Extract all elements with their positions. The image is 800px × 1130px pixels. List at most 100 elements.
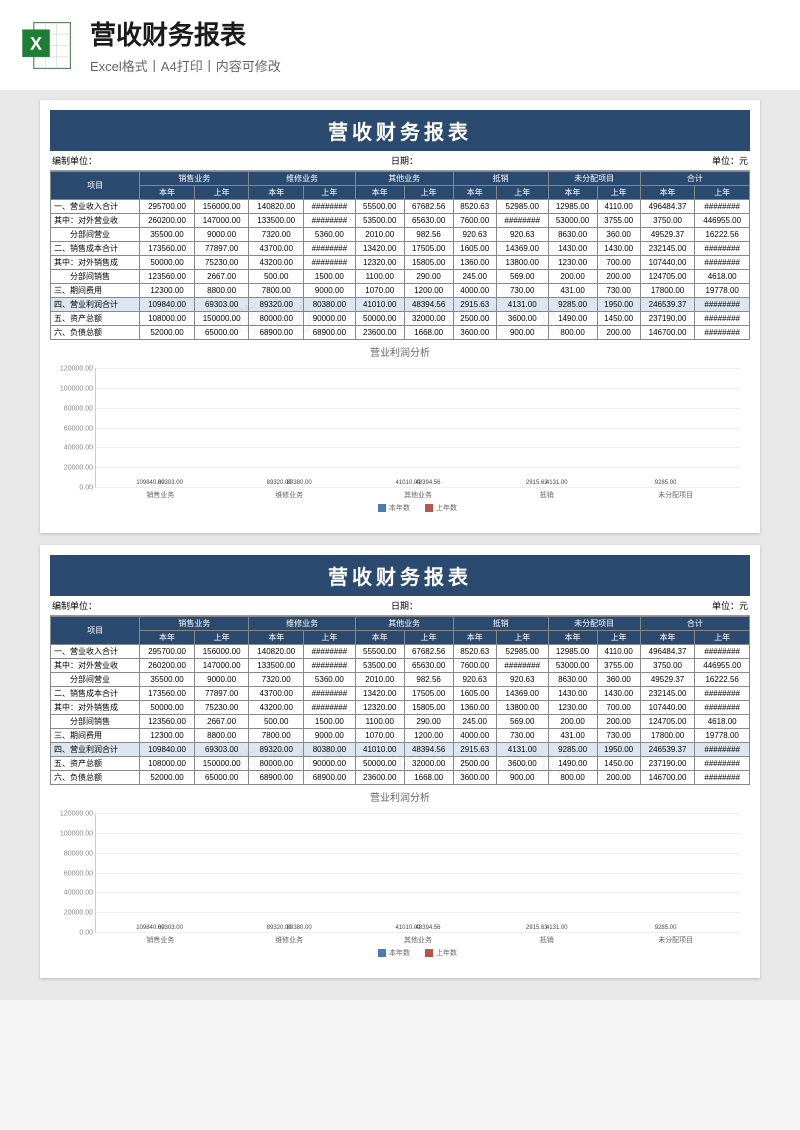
row-label: 六、负债总额 — [51, 326, 140, 340]
data-cell: ######## — [695, 687, 750, 701]
table-row: 其中：对外销售成50000.0075230.0043200.00########… — [51, 256, 750, 270]
data-cell: 8520.63 — [453, 645, 496, 659]
report-page: 熊猫办公 TUKUPPT.COM 营收财务报表 编制单位： 日期： 单位：元 项… — [40, 545, 760, 978]
data-cell: 245.00 — [453, 715, 496, 729]
data-cell: 150000.00 — [194, 312, 249, 326]
data-cell: 730.00 — [496, 284, 548, 298]
data-cell: 23600.00 — [355, 771, 404, 785]
data-cell: 13420.00 — [355, 242, 404, 256]
data-cell: 109840.00 — [140, 743, 195, 757]
data-cell: 69303.00 — [194, 298, 249, 312]
data-cell: 1200.00 — [404, 729, 453, 743]
data-cell: 16222.56 — [695, 673, 750, 687]
data-cell: 496484.37 — [640, 200, 695, 214]
meta-org: 编制单位： — [52, 599, 97, 612]
data-cell: 237190.00 — [640, 312, 695, 326]
data-cell: 67682.56 — [404, 200, 453, 214]
row-label: 五、资产总额 — [51, 757, 140, 771]
chart-area: 0.0020000.0040000.0060000.0080000.001000… — [95, 368, 740, 488]
data-cell: 4618.00 — [695, 270, 750, 284]
row-label: 四、营业利润合计 — [51, 298, 140, 312]
data-cell: 1230.00 — [548, 256, 597, 270]
data-cell: 700.00 — [597, 701, 640, 715]
data-cell: 53000.00 — [548, 214, 597, 228]
data-cell: 7800.00 — [249, 284, 304, 298]
data-cell: 9000.00 — [194, 228, 249, 242]
data-cell: 3600.00 — [496, 312, 548, 326]
data-cell: ######## — [695, 771, 750, 785]
data-cell: ######## — [304, 701, 356, 715]
data-cell: 32000.00 — [404, 312, 453, 326]
data-cell: 9285.00 — [548, 743, 597, 757]
data-cell: 232145.00 — [640, 687, 695, 701]
data-cell: 9000.00 — [304, 729, 356, 743]
data-cell: 800.00 — [548, 771, 597, 785]
table-row: 分部间销售123560.002667.00500.001500.001100.0… — [51, 715, 750, 729]
data-cell: 156000.00 — [194, 645, 249, 659]
data-cell: 124705.00 — [640, 270, 695, 284]
data-cell: 146700.00 — [640, 326, 695, 340]
report-title: 营收财务报表 — [50, 110, 750, 151]
bar-chart: 0.0020000.0040000.0060000.0080000.001000… — [50, 808, 750, 968]
bar-chart: 0.0020000.0040000.0060000.0080000.001000… — [50, 363, 750, 523]
data-cell: 200.00 — [548, 270, 597, 284]
data-cell: ######## — [496, 214, 548, 228]
data-cell: ######## — [304, 242, 356, 256]
data-cell: 41010.00 — [355, 743, 404, 757]
data-table: 项目销售业务维修业务其他业务抵销未分配项目合计本年上年本年上年本年上年本年上年本… — [50, 171, 750, 340]
table-row: 分部间营业35500.009000.007320.005360.002010.0… — [51, 673, 750, 687]
data-cell: 65630.00 — [404, 659, 453, 673]
row-label: 分部间营业 — [51, 228, 140, 242]
data-cell: 730.00 — [496, 729, 548, 743]
data-cell: 35500.00 — [140, 228, 195, 242]
data-cell: 1230.00 — [548, 701, 597, 715]
data-cell: 2915.63 — [453, 298, 496, 312]
data-cell: 2010.00 — [355, 673, 404, 687]
data-cell: 13800.00 — [496, 701, 548, 715]
preview-pages: 熊猫办公 TUKUPPT.COM 营收财务报表 编制单位： 日期： 单位：元 项… — [0, 90, 800, 1000]
meta-unit: 单位：元 — [712, 599, 748, 612]
data-cell: 1360.00 — [453, 256, 496, 270]
data-cell: 107440.00 — [640, 256, 695, 270]
data-cell: 50000.00 — [140, 256, 195, 270]
data-cell: 1430.00 — [548, 687, 597, 701]
data-cell: 67682.56 — [404, 645, 453, 659]
table-row: 分部间销售123560.002667.00500.001500.001100.0… — [51, 270, 750, 284]
data-cell: 17800.00 — [640, 729, 695, 743]
data-cell: 68900.00 — [249, 771, 304, 785]
table-row: 其中：对外营业收260200.00147000.00133500.00#####… — [51, 214, 750, 228]
data-cell: 1070.00 — [355, 729, 404, 743]
data-cell: 4131.00 — [496, 743, 548, 757]
data-cell: 50000.00 — [355, 757, 404, 771]
data-cell: 133500.00 — [249, 659, 304, 673]
data-cell: 1430.00 — [597, 242, 640, 256]
data-cell: 147000.00 — [194, 214, 249, 228]
data-cell: 3600.00 — [453, 771, 496, 785]
data-cell: 500.00 — [249, 715, 304, 729]
data-cell: 232145.00 — [640, 242, 695, 256]
subtitle: Excel格式丨A4打印丨内容可修改 — [90, 56, 281, 75]
svg-text:X: X — [30, 33, 43, 54]
data-cell: ######## — [695, 256, 750, 270]
data-cell: 19778.00 — [695, 729, 750, 743]
row-label: 三、期间费用 — [51, 729, 140, 743]
data-cell: 75230.00 — [194, 701, 249, 715]
data-cell: 700.00 — [597, 256, 640, 270]
data-cell: 12320.00 — [355, 256, 404, 270]
data-cell: ######## — [304, 687, 356, 701]
row-label: 五、资产总额 — [51, 312, 140, 326]
data-cell: 200.00 — [597, 771, 640, 785]
row-label: 二、销售成本合计 — [51, 687, 140, 701]
table-row: 一、营业收入合计295700.00156000.00140820.00#####… — [51, 645, 750, 659]
data-cell: 200.00 — [597, 715, 640, 729]
data-cell: 147000.00 — [194, 659, 249, 673]
data-cell: 1360.00 — [453, 701, 496, 715]
data-cell: 41010.00 — [355, 298, 404, 312]
data-cell: 124705.00 — [640, 715, 695, 729]
legend-item: 上年数 — [425, 503, 457, 513]
data-cell: 1950.00 — [597, 743, 640, 757]
data-cell: 295700.00 — [140, 200, 195, 214]
chart-legend: 本年数上年数 — [95, 503, 740, 513]
data-cell: 13420.00 — [355, 687, 404, 701]
data-cell: 32000.00 — [404, 757, 453, 771]
